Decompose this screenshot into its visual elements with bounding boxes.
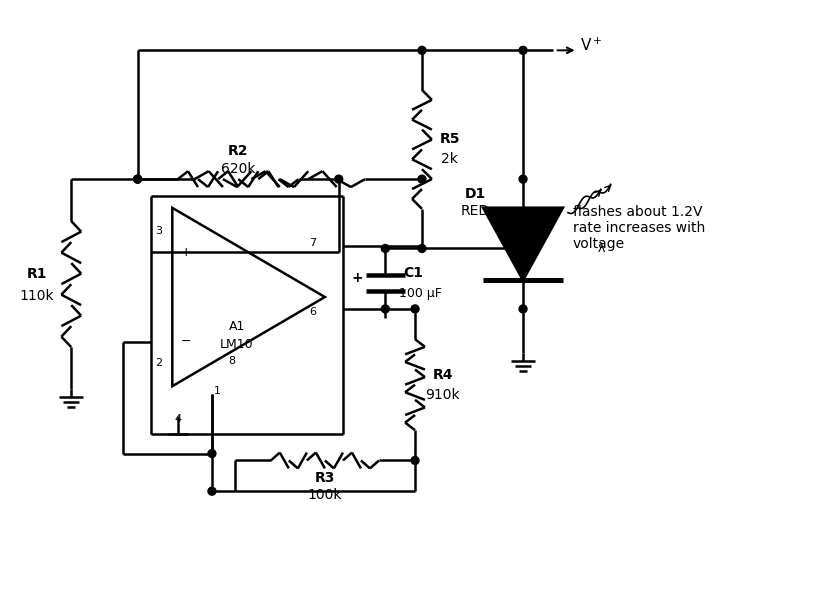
Text: R4: R4 — [432, 368, 453, 382]
Text: 2k: 2k — [442, 152, 458, 166]
Text: 1: 1 — [214, 386, 220, 396]
Text: R3: R3 — [315, 471, 335, 486]
Text: D1: D1 — [465, 187, 486, 201]
Text: 100k: 100k — [308, 488, 342, 502]
Circle shape — [134, 175, 142, 183]
Text: flashes about 1.2V
rate increases with
voltage: flashes about 1.2V rate increases with v… — [572, 205, 705, 251]
Circle shape — [411, 456, 419, 465]
Text: +: + — [352, 271, 364, 285]
Text: V$^+$: V$^+$ — [581, 36, 603, 54]
Text: 8: 8 — [228, 356, 235, 367]
Text: 910k: 910k — [426, 388, 460, 402]
Text: 620k: 620k — [221, 162, 256, 176]
Circle shape — [134, 175, 142, 183]
Text: R1: R1 — [26, 267, 47, 281]
Circle shape — [418, 47, 426, 54]
Circle shape — [411, 305, 419, 313]
Circle shape — [208, 487, 216, 495]
Text: R2: R2 — [228, 144, 248, 158]
Text: C1: C1 — [403, 266, 423, 280]
Circle shape — [208, 450, 216, 457]
Circle shape — [418, 245, 426, 252]
Circle shape — [335, 175, 343, 183]
Text: 4: 4 — [174, 414, 182, 424]
Circle shape — [519, 175, 527, 183]
Text: 3: 3 — [155, 225, 162, 236]
Text: LM10: LM10 — [220, 338, 254, 351]
Polygon shape — [483, 208, 563, 280]
Text: λ: λ — [597, 242, 605, 255]
Circle shape — [381, 305, 390, 313]
Text: R5: R5 — [439, 133, 460, 147]
Text: 6: 6 — [309, 307, 317, 317]
Text: 100 μF: 100 μF — [399, 286, 442, 300]
Circle shape — [418, 175, 426, 183]
Text: A1: A1 — [229, 321, 245, 333]
Text: RED: RED — [461, 204, 490, 218]
Text: +: + — [181, 246, 192, 259]
Text: 2: 2 — [155, 358, 162, 368]
Text: −: − — [181, 335, 191, 348]
Text: 110k: 110k — [19, 289, 54, 303]
Circle shape — [519, 47, 527, 54]
Circle shape — [381, 245, 390, 252]
Text: 7: 7 — [309, 237, 317, 248]
Circle shape — [519, 305, 527, 313]
Circle shape — [519, 245, 527, 252]
